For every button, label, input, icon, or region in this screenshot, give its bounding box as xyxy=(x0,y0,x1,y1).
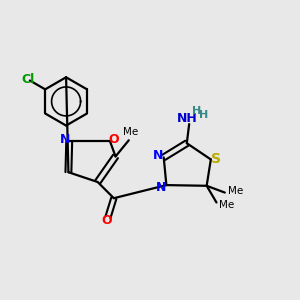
Text: O: O xyxy=(108,133,119,146)
Text: O: O xyxy=(101,214,112,227)
Text: Cl: Cl xyxy=(21,73,34,86)
Text: Me: Me xyxy=(219,200,235,210)
Text: N: N xyxy=(60,134,70,146)
Text: N: N xyxy=(156,181,166,194)
Text: Me: Me xyxy=(228,186,244,196)
Text: H: H xyxy=(192,106,201,116)
Text: NH: NH xyxy=(177,112,198,125)
Text: Me: Me xyxy=(123,127,138,137)
Text: S: S xyxy=(211,152,221,166)
Text: H: H xyxy=(199,110,208,120)
Text: N: N xyxy=(153,149,163,162)
